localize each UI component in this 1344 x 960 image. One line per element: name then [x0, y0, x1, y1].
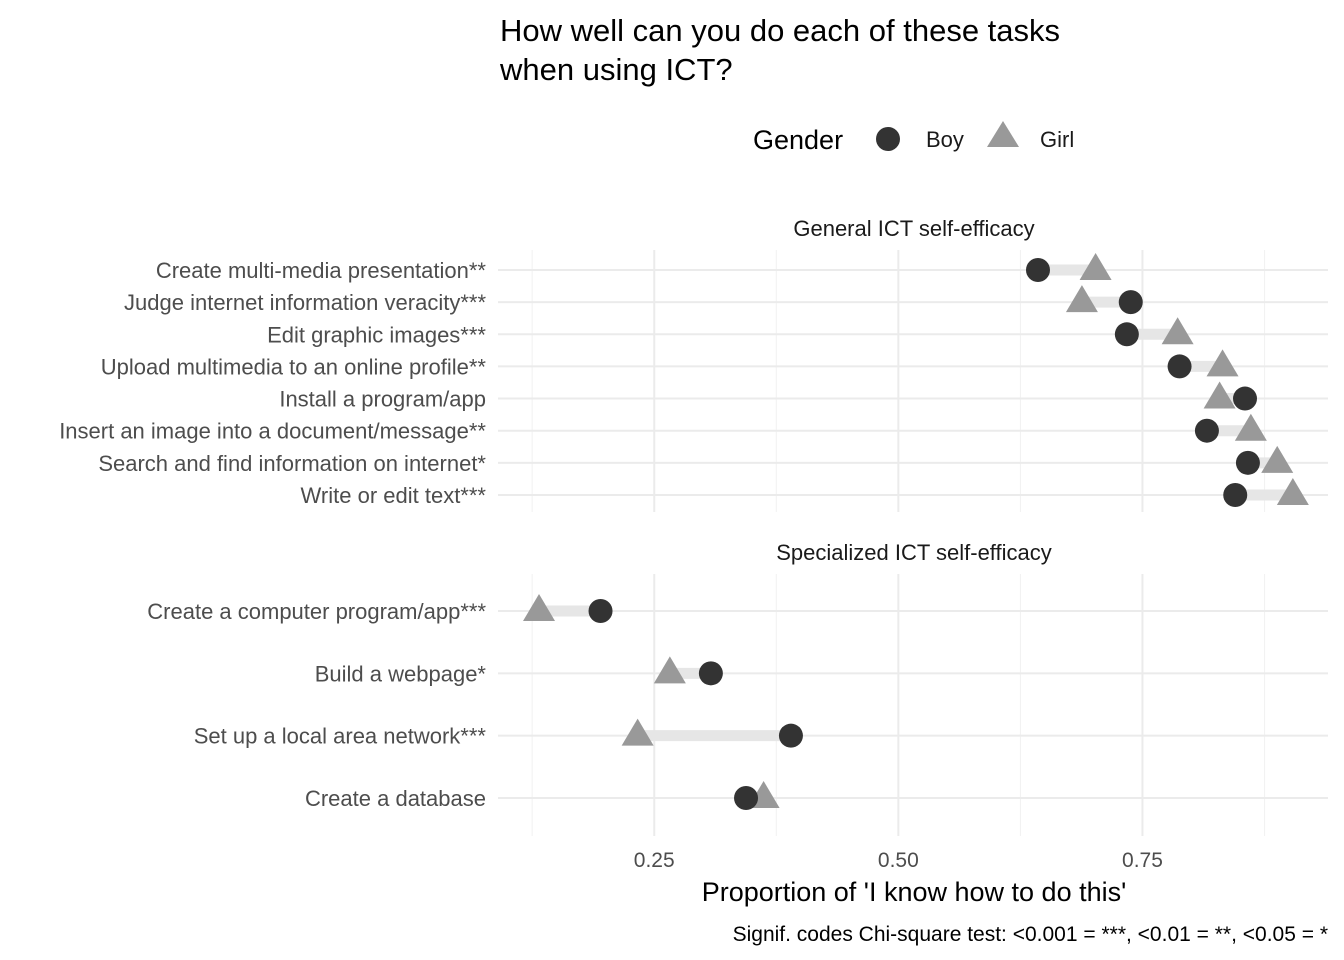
- y-tick-label: Build a webpage*: [315, 661, 487, 686]
- x-axis-label: Proportion of 'I know how to do this': [702, 877, 1127, 907]
- chart-title-line-2: when using ICT?: [499, 52, 733, 87]
- legend: Gender Boy Girl: [753, 121, 1074, 155]
- legend-label-girl: Girl: [1040, 127, 1074, 152]
- point-boy-judge-internet-information-veracity: [1118, 290, 1143, 315]
- point-girl-build-a-webpage: [653, 656, 686, 684]
- panel-general: Create multi-media presentation** Judge i…: [59, 250, 1328, 512]
- facet-label-general: General ICT self-efficacy: [793, 216, 1034, 241]
- point-boy-edit-graphic-images: [1114, 322, 1139, 347]
- point-boy-set-up-a-local-area-network: [778, 723, 803, 748]
- y-tick-label: Create a database: [305, 786, 486, 811]
- y-tick-label: Set up a local area network***: [194, 724, 487, 749]
- point-girl-install-a-program-app: [1203, 381, 1236, 409]
- caption: Signif. codes Chi-square test: <0.001 = …: [733, 923, 1328, 946]
- y-tick-label: Upload multimedia to an online profile**: [101, 354, 487, 379]
- y-tick-label: Create a computer program/app***: [147, 599, 486, 624]
- x-tick-label: 0.25: [634, 849, 675, 872]
- chart-title: How well can you do each of these tasks …: [499, 13, 1060, 87]
- point-girl-insert-an-image-into-a-document-message: [1234, 413, 1267, 441]
- point-girl-upload-multimedia-to-an-online-profile: [1206, 349, 1239, 377]
- chart-title-line-1: How well can you do each of these tasks: [500, 13, 1060, 48]
- point-girl-create-multi-media-presentation: [1079, 253, 1112, 280]
- y-tick-label: Install a program/app: [279, 387, 486, 412]
- point-boy-create-multi-media-presentation: [1025, 258, 1050, 282]
- point-girl-set-up-a-local-area-network: [621, 718, 654, 746]
- point-boy-search-and-find-information-on-internet: [1235, 450, 1260, 475]
- point-girl-edit-graphic-images: [1161, 317, 1194, 345]
- legend-title: Gender: [753, 125, 843, 155]
- y-tick-label: Judge internet information veracity***: [124, 290, 486, 315]
- point-boy-create-a-database: [734, 785, 759, 810]
- point-girl-search-and-find-information-on-internet: [1261, 445, 1294, 473]
- x-axis: 0.25 0.50 0.75: [634, 849, 1163, 872]
- point-boy-install-a-program-app: [1233, 386, 1257, 411]
- x-tick-label: 0.75: [1122, 849, 1163, 872]
- y-tick-label: Insert an image into a document/message*…: [59, 419, 486, 444]
- legend-label-boy: Boy: [926, 127, 964, 152]
- point-boy-create-a-computer-program-app: [588, 599, 613, 623]
- facet-label-specialized: Specialized ICT self-efficacy: [776, 540, 1052, 565]
- point-boy-upload-multimedia-to-an-online-profile: [1167, 354, 1192, 379]
- point-boy-write-or-edit-text: [1223, 482, 1248, 507]
- legend-girl-marker: [987, 121, 1019, 147]
- y-tick-label: Search and find information on internet*: [98, 451, 486, 476]
- point-boy-insert-an-image-into-a-document-message: [1194, 418, 1219, 443]
- y-tick-label: Write or edit text***: [301, 483, 487, 508]
- legend-boy-marker: [876, 127, 900, 151]
- y-tick-label: Edit graphic images***: [267, 322, 486, 347]
- point-girl-judge-internet-information-veracity: [1065, 285, 1098, 313]
- panel-specialized: Create a computer program/app*** Build a …: [147, 574, 1328, 836]
- point-girl-create-a-computer-program-app: [523, 594, 556, 621]
- y-tick-label: Create multi-media presentation**: [156, 258, 487, 283]
- point-boy-build-a-webpage: [698, 661, 723, 686]
- x-tick-label: 0.50: [878, 849, 919, 872]
- point-girl-write-or-edit-text: [1276, 477, 1309, 505]
